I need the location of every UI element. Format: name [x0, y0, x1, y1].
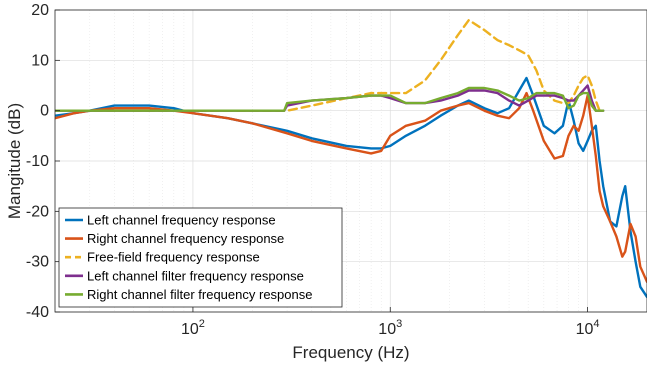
series-line-3	[55, 18, 605, 112]
legend-label-1: Left channel frequency response	[87, 213, 276, 228]
y-tick-label: 20	[31, 2, 49, 19]
legend-label-3: Free-field frequency response	[87, 250, 260, 265]
y-tick-label: -20	[26, 203, 49, 220]
legend-box	[58, 207, 343, 308]
series-layer	[55, 18, 647, 299]
y-tick-label: -30	[26, 254, 49, 271]
legend-label-2: Right channel frequency response	[87, 231, 284, 246]
x-tick-label: 104	[576, 318, 600, 338]
y-tick-label: 10	[31, 52, 49, 69]
series-line-5	[55, 86, 605, 112]
legend-label-4: Left channel filter frequency response	[87, 268, 304, 283]
x-axis-ticks: 102 103 104	[181, 307, 600, 338]
y-axis-ticks: 20 10 0 -10 -20 -30 -40	[26, 2, 60, 321]
legend-label-5: Right channel filter frequency response	[87, 287, 312, 302]
x-axis-title: Frequency (Hz)	[292, 343, 409, 362]
y-tick-label: 0	[40, 103, 49, 120]
series-line-2	[55, 91, 647, 283]
legend: Left channel frequency response Right cha…	[58, 207, 343, 308]
y-axis-title: Mangitude (dB)	[5, 103, 24, 219]
y-tick-label: -40	[26, 304, 49, 321]
y-tick-label: -10	[26, 153, 49, 170]
x-tick-label: 103	[378, 318, 402, 338]
x-tick-label: 102	[181, 318, 205, 338]
